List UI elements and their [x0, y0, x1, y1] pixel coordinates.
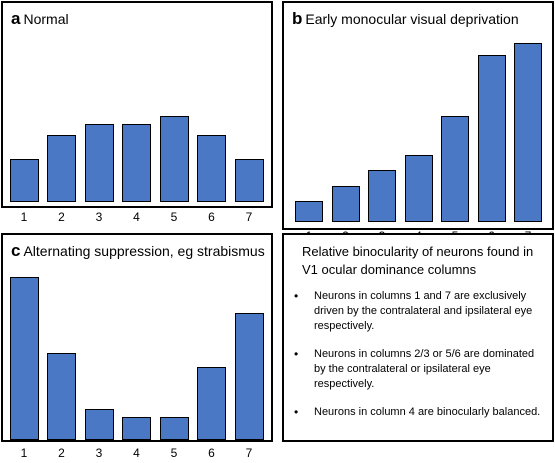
bar-column-5	[159, 417, 189, 440]
bar-column-6	[197, 134, 226, 202]
bar-column-6	[477, 55, 506, 222]
panel-a-letter: a	[11, 9, 21, 28]
bullet-item: Neurons in column 4 are binocularly bala…	[292, 405, 546, 420]
x-tick-label: 6	[208, 210, 215, 224]
bar-column-1	[9, 276, 39, 440]
x-tick-label: 2	[58, 446, 65, 460]
bar-column-4	[122, 417, 151, 440]
bar-column-5	[159, 115, 189, 202]
bar-column-1	[9, 158, 39, 202]
panel-a-bars: 1 2 3 4 5 6 7	[3, 3, 271, 224]
x-tick-label: 2	[58, 210, 65, 224]
binocularity-bullet-list: Neurons in columns 1 and 7 are exclusive…	[292, 289, 546, 433]
bar-column-4	[404, 155, 433, 222]
legend-text-panel: Relative binocularity of neurons found i…	[282, 233, 554, 442]
binocularity-heading: Relative binocularity of neurons found i…	[302, 244, 534, 277]
bar-column-5	[441, 115, 469, 222]
x-tick-label: 5	[170, 446, 178, 460]
bar-column-2	[47, 134, 76, 202]
bar-column-3	[84, 123, 114, 202]
panel-c-bars: 1 2 3 4 5 6 7	[3, 235, 271, 460]
bar-column-2	[331, 185, 360, 222]
panel-c-title: c Alternating suppression, eg strabismus	[11, 241, 265, 261]
x-tick-label: 7	[245, 446, 253, 460]
x-tick-label: 6	[208, 446, 215, 460]
panel-c-letter: c	[11, 241, 21, 260]
panel-b-title-text: Early monocular visual deprivation	[305, 11, 519, 27]
chart-panel-a: a Normal 1 2 3 4 5 6 7	[1, 1, 273, 224]
x-tick-label: 7	[245, 210, 253, 224]
bullet-item: Neurons in columns 2/3 or 5/6 are domina…	[292, 347, 546, 392]
bullet-item: Neurons in columns 1 and 7 are exclusive…	[292, 289, 546, 334]
panel-b-title: b Early monocular visual deprivation	[292, 9, 519, 29]
x-tick-label: 4	[133, 210, 140, 224]
x-tick-label: 3	[95, 446, 103, 460]
x-tick-label: 3	[95, 210, 103, 224]
chart-panel-c: c Alternating suppression, eg strabismus …	[1, 233, 273, 460]
panel-c-title-text: Alternating suppression, eg strabismus	[23, 243, 265, 259]
panel-a-title: a Normal	[11, 9, 69, 29]
panel-a-title-text: Normal	[23, 11, 69, 27]
x-tick-label: 1	[20, 210, 28, 224]
x-tick-label: 1	[20, 446, 28, 460]
bar-column-2	[47, 352, 76, 440]
bar-column-6	[197, 366, 226, 440]
panel-b-letter: b	[292, 9, 303, 28]
bar-column-1	[295, 200, 323, 222]
bar-column-3	[84, 409, 114, 440]
bar-column-7	[514, 43, 542, 222]
x-tick-label: 4	[133, 446, 140, 460]
bar-column-3	[368, 170, 396, 222]
bar-column-4	[122, 123, 151, 202]
x-tick-label: 5	[170, 210, 178, 224]
bar-column-7	[234, 313, 264, 440]
bar-column-7	[234, 158, 264, 202]
